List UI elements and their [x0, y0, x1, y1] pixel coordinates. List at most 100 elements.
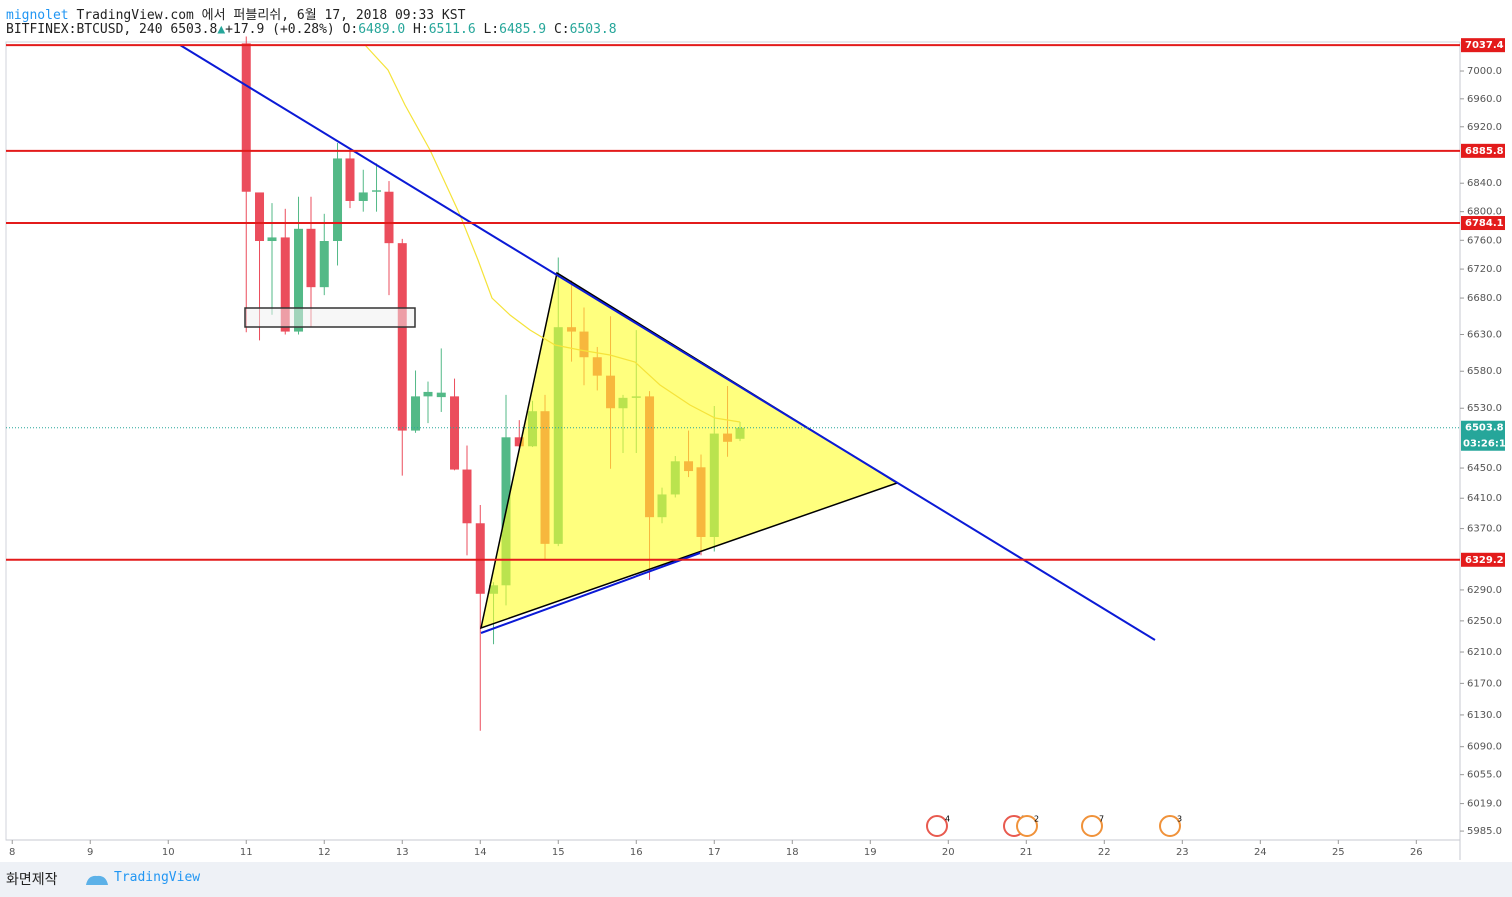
x-tick-label: 19: [864, 847, 877, 858]
event-badges: 4 3 2 7 3: [926, 815, 1182, 837]
o-label: O:: [342, 22, 359, 37]
x-tick-label: 12: [318, 847, 331, 858]
x-tick-label: 8: [9, 847, 15, 858]
countdown: 03:26:15: [1463, 439, 1512, 450]
y-tick-label: 6680.0: [1467, 293, 1502, 304]
x-tick-label: 26: [1410, 847, 1423, 858]
candle-body: [306, 228, 316, 288]
candle-body: [241, 43, 251, 192]
logo: [86, 875, 108, 885]
symbol-line: BITFINEX:BTCUSD, 240 6503.8▲+17.9 (+0.28…: [6, 22, 617, 37]
price-label: 6885.8: [1465, 146, 1504, 157]
event-count: 4: [945, 815, 950, 824]
y-tick-label: 6840.0: [1467, 178, 1502, 189]
x-tick-label: 17: [708, 847, 721, 858]
event-icon[interactable]: [926, 815, 948, 837]
price-label-bg: [1461, 216, 1505, 231]
x-tick-label: 13: [396, 847, 409, 858]
brand[interactable]: TradingView: [114, 870, 201, 885]
x-tick-label: 10: [162, 847, 175, 858]
y-tick-label: 6090.0: [1467, 742, 1502, 753]
y-tick-label: 6720.0: [1467, 264, 1502, 275]
y-tick-label: 7000.0: [1467, 66, 1502, 77]
y-tick-label: 6580.0: [1467, 366, 1502, 377]
candle-body: [255, 192, 265, 242]
candle-body: [294, 228, 304, 332]
x-tick-label: 11: [240, 847, 253, 858]
y-tick-label: 6960.0: [1467, 94, 1502, 105]
event-icon[interactable]: [1159, 815, 1181, 837]
event-count: 2: [1034, 815, 1039, 824]
y-tick-label: 6530.0: [1467, 403, 1502, 414]
candle-body: [450, 396, 460, 470]
c-label: C:: [553, 22, 570, 37]
chart: 7000.0 6960.0 6920.0 6840.0 6800.0 6760.0 6720…: [5, 36, 1512, 860]
trend-line: [179, 44, 1156, 641]
x-tick-label: 20: [942, 847, 955, 858]
box-drawing: [244, 307, 416, 328]
x-tick-label: 15: [552, 847, 565, 858]
x-tick-label: 18: [786, 847, 799, 858]
y-tick-label: 6760.0: [1467, 235, 1502, 246]
price-label-bg: [1461, 38, 1505, 53]
l-value: 6485.9: [499, 22, 547, 37]
candle-body: [267, 237, 277, 242]
h-value: 6511.6: [428, 22, 476, 37]
price-label-bg: [1461, 552, 1505, 567]
y-tick-label: 6170.0: [1467, 678, 1502, 689]
o-value: 6489.0: [358, 22, 406, 37]
y-tick-label: 6370.0: [1467, 524, 1502, 535]
y-tick-label: 6055.0: [1467, 770, 1502, 781]
support-line: [480, 552, 701, 634]
last-price-bg: [1461, 420, 1505, 451]
event-count: 3: [1177, 815, 1182, 824]
header-line: mignolet TradingView.com 에서 퍼블리쉬, 6월 17,…: [6, 4, 465, 23]
author[interactable]: mignolet: [6, 8, 69, 23]
candle-body: [345, 158, 355, 201]
candle-body: [372, 190, 382, 192]
y-tick-label: 6019.0: [1467, 799, 1502, 810]
x-tick-label: 14: [474, 847, 487, 858]
candle-body: [280, 237, 290, 332]
candle-body: [319, 241, 329, 288]
x-tick-label: 9: [87, 847, 93, 858]
l-label: L:: [483, 22, 500, 37]
candle-body: [475, 523, 485, 594]
x-tick-label: 21: [1020, 847, 1033, 858]
symbol: BITFINEX:BTCUSD, 240: [6, 22, 163, 37]
y-tick-label: 5985.0: [1467, 826, 1502, 837]
candle-body: [384, 191, 394, 244]
h-label: H:: [413, 22, 429, 37]
candle-body: [423, 391, 433, 397]
x-tick-label: 22: [1098, 847, 1111, 858]
y-tick-label: 6450.0: [1467, 463, 1502, 474]
event-count: 7: [1099, 815, 1104, 824]
event-icon[interactable]: [1016, 815, 1038, 837]
c-value: 6503.8: [569, 22, 617, 37]
price-label: 6784.1: [1465, 218, 1504, 229]
last-price-label: 6503.8: [1465, 423, 1504, 434]
candle-body: [397, 243, 407, 431]
y-tick-label: 6250.0: [1467, 616, 1502, 627]
x-tick-label: 16: [630, 847, 643, 858]
y-tick-label: 6130.0: [1467, 710, 1502, 721]
candle-body: [333, 158, 343, 242]
moving-average: [364, 44, 741, 423]
y-tick-label: 6290.0: [1467, 585, 1502, 596]
candle-body: [462, 469, 472, 524]
event-icon[interactable]: [1081, 815, 1103, 837]
x-tick-label: 23: [1176, 847, 1189, 858]
candle-body: [411, 396, 421, 431]
price-label-bg: [1461, 143, 1505, 158]
up-arrow: ▲: [217, 22, 226, 37]
price-label: 6329.2: [1465, 555, 1504, 566]
y-tick-label: 6410.0: [1467, 493, 1502, 504]
y-tick-label: 6630.0: [1467, 330, 1502, 341]
y-tick-label: 6210.0: [1467, 647, 1502, 658]
candle-body: [514, 437, 524, 447]
snapshot-label: 화면제작: [6, 872, 58, 888]
change: +17.9 (+0.28%): [225, 22, 335, 37]
x-tick-label: 24: [1254, 847, 1267, 858]
price: 6503.8: [170, 22, 218, 37]
